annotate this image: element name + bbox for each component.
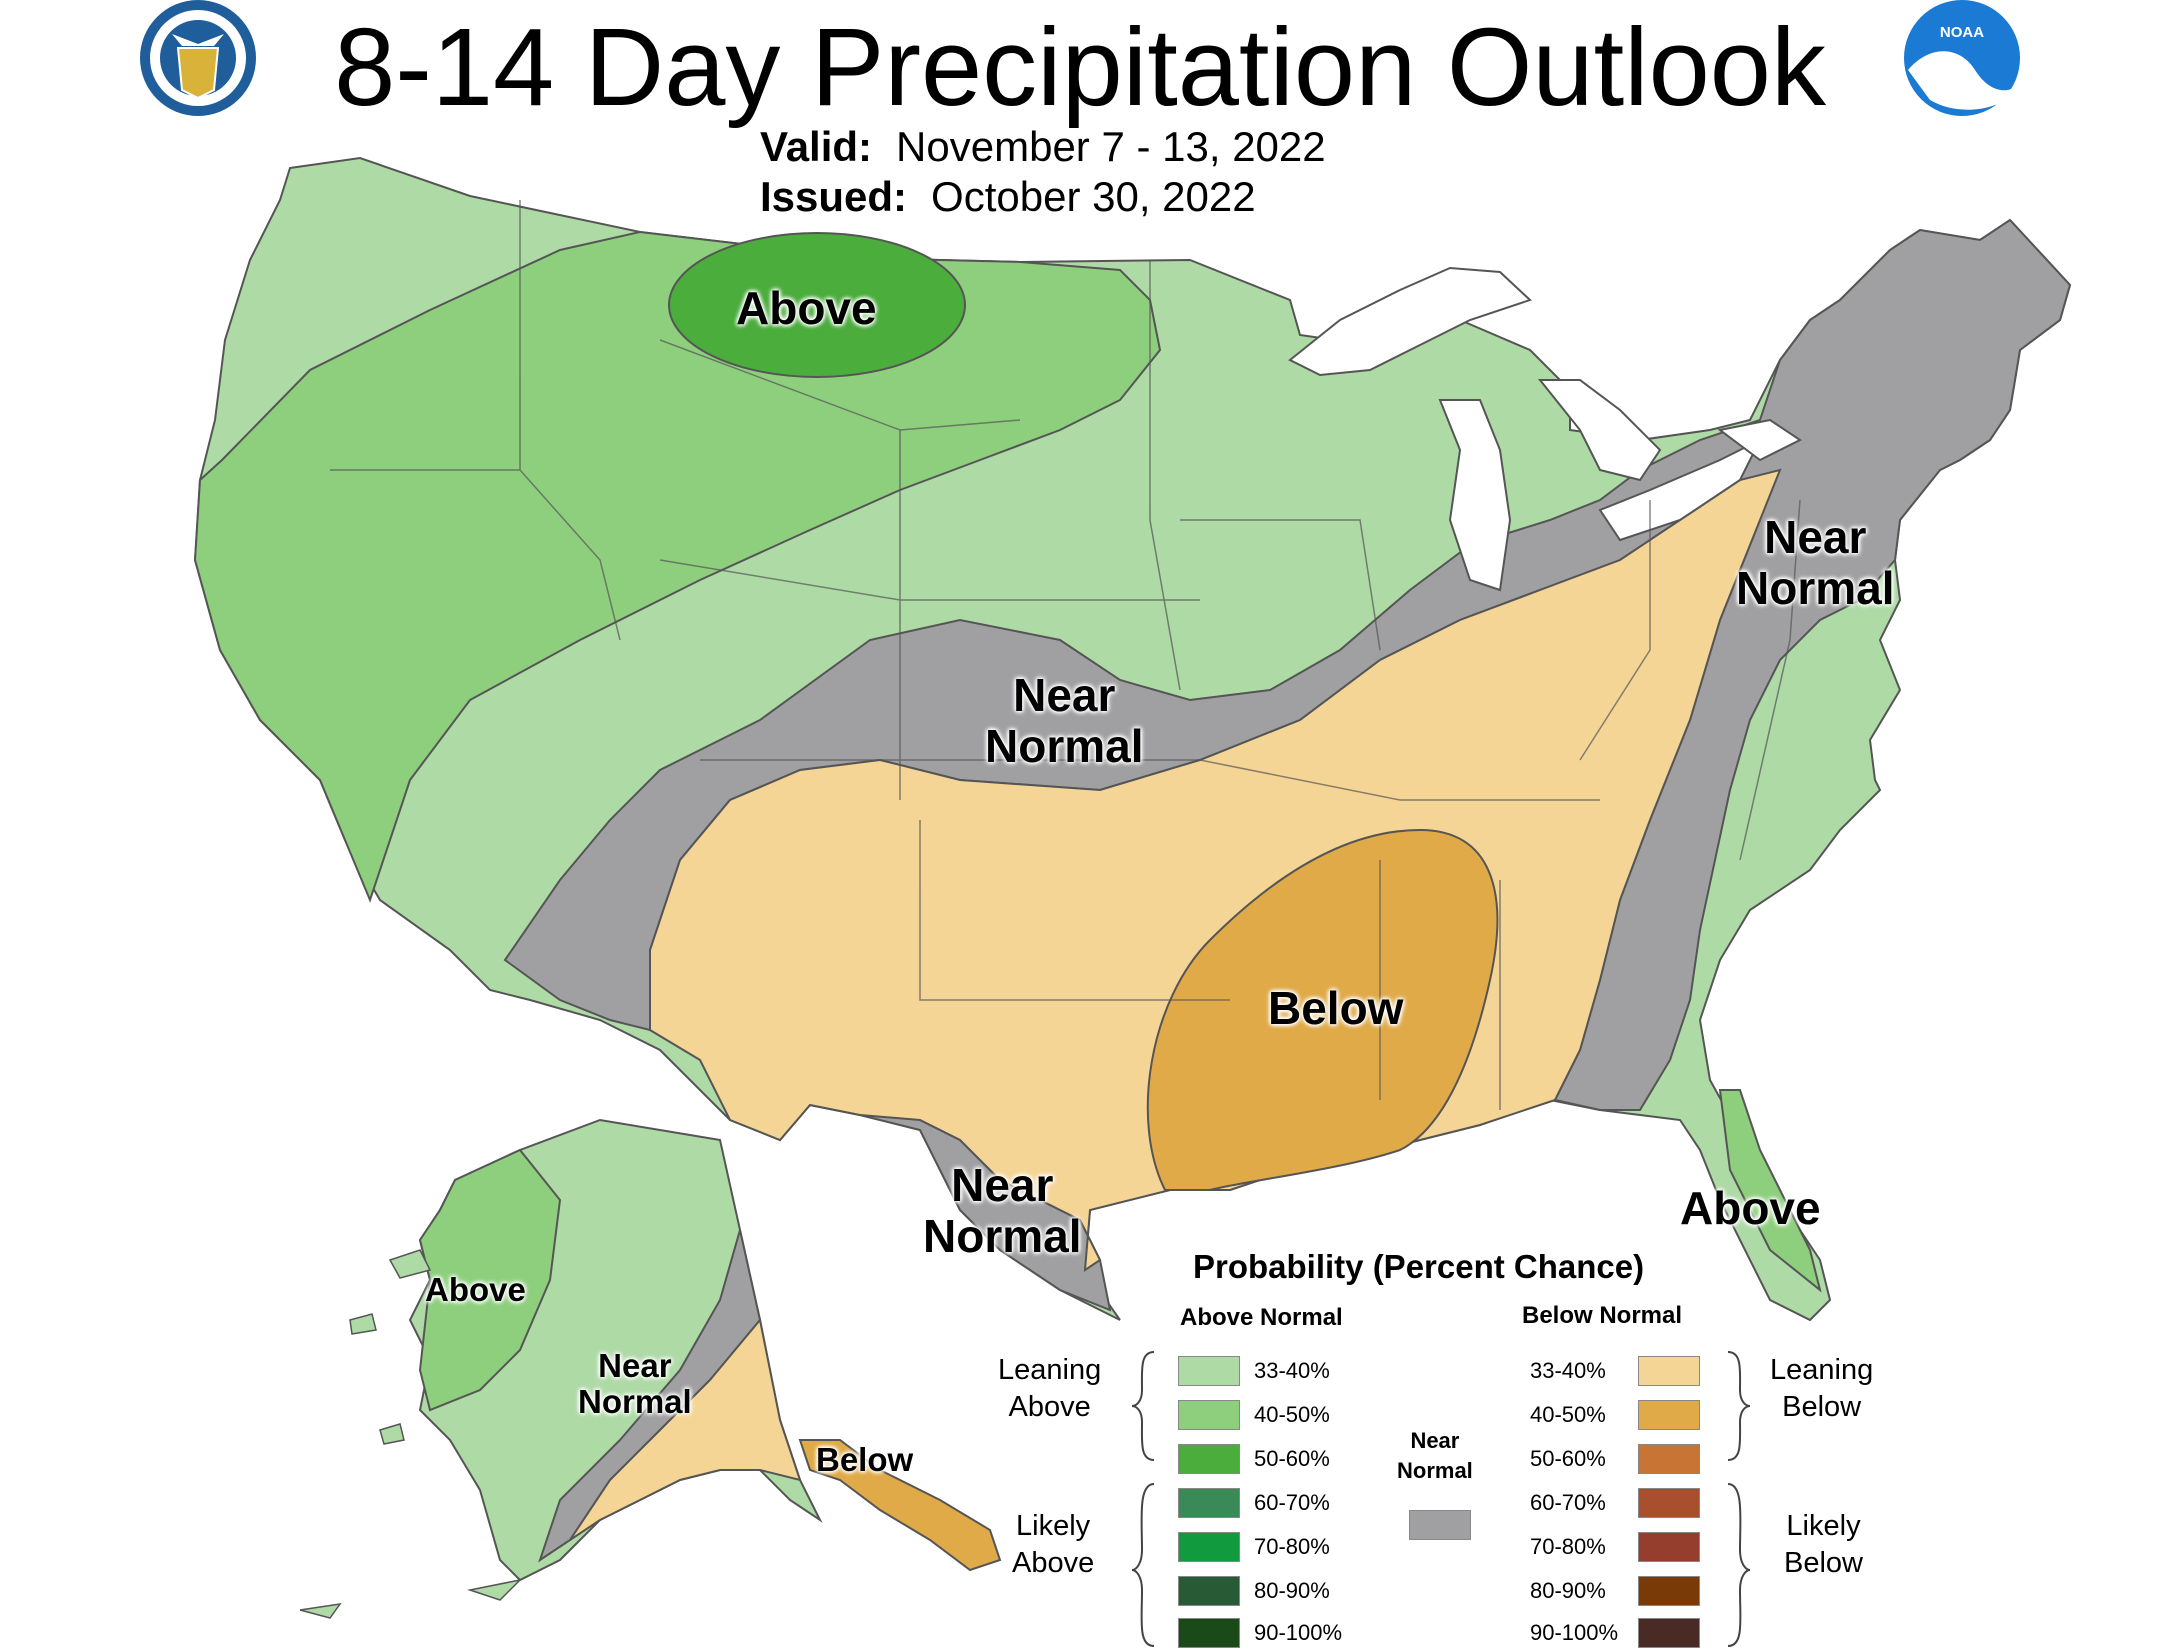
label-below-south: Below: [1268, 983, 1403, 1034]
legend-swatch-below-33-40: [1638, 1356, 1700, 1386]
legend-label-below-50-60: 50-60%: [1530, 1446, 1606, 1471]
legend-likely-below-line2: Below: [1784, 1547, 1863, 1579]
legend-swatch-above-50-60: [1178, 1444, 1240, 1474]
label-near-normal-east-line2: Normal: [1736, 561, 1895, 614]
state-borders: [330, 200, 1801, 1110]
legend-swatch-below-60-70: [1638, 1488, 1700, 1518]
legend-label-below-90-100: 90-100%: [1530, 1620, 1619, 1645]
label-alaska-below-text: Below: [816, 1441, 914, 1478]
legend-braces-above: [1131, 1351, 1155, 1647]
label-below-south-text: Below: [1268, 982, 1404, 1034]
legend-label-below-60-70: 60-70%: [1530, 1490, 1606, 1515]
legend-label-above-50-60: 50-60%: [1254, 1446, 1330, 1471]
legend-label-above-70-80: 70-80%: [1254, 1534, 1330, 1559]
legend-leaning-below-line1: Leaning: [1770, 1354, 1874, 1386]
label-near-normal-texas-line1: Near: [951, 1159, 1054, 1211]
label-near-normal-central: Near Normal: [985, 670, 1143, 771]
alaska-panhandle-below-area: [798, 1439, 1002, 1572]
label-alaska-below: Below: [816, 1441, 914, 1478]
label-alaska-near-normal-line1: Near: [598, 1347, 672, 1384]
alaska-leaning-below-area: [569, 1317, 802, 1541]
legend-swatch-near-normal: [1409, 1510, 1471, 1540]
issued-line: Issued: October 30, 2022: [760, 172, 1256, 222]
legend-label-below-40-50: 40-50%: [1530, 1402, 1606, 1427]
legend-likely-above-line1: Likely: [1016, 1510, 1091, 1542]
legend-leaning-below-label: Leaning Below: [1770, 1352, 1873, 1426]
legend-label-below-80-90: 80-90%: [1530, 1578, 1606, 1603]
legend-leaning-below-line2: Below: [1782, 1391, 1862, 1423]
legend-swatch-below-40-50: [1638, 1400, 1700, 1430]
alaska-above-40-50-area: [418, 1148, 562, 1412]
alaska-islands: [299, 1249, 523, 1619]
legend-swatch-below-90-100: [1638, 1618, 1700, 1648]
label-near-normal-east-line1: Near: [1764, 511, 1867, 563]
legend-above-heading: Above Normal: [1180, 1304, 1343, 1331]
legend-leaning-above-label: Leaning Above: [998, 1352, 1101, 1426]
label-near-normal-central-line2: Normal: [985, 719, 1144, 772]
great-lakes: [1288, 266, 1802, 592]
florida-above-area: [1718, 1089, 1822, 1293]
legend-likely-below-label: Likely Below: [1784, 1508, 1863, 1582]
conus-leaning-below-area: [649, 468, 1782, 1272]
label-alaska-above: Above: [425, 1271, 526, 1308]
legend-below-heading: Below Normal: [1522, 1302, 1683, 1329]
legend-swatch-above-80-90: [1178, 1576, 1240, 1606]
label-above-florida-text: Above: [1680, 1182, 1821, 1234]
label-above-florida: Above: [1680, 1183, 1821, 1234]
label-above-north-text: Above: [736, 282, 877, 334]
legend-swatch-above-60-70: [1178, 1488, 1240, 1518]
legend-swatch-above-90-100: [1178, 1618, 1240, 1648]
legend-leaning-above-line1: Leaning: [998, 1354, 1102, 1386]
issued-label: Issued:: [760, 173, 908, 220]
legend-title: Probability (Percent Chance): [1193, 1248, 1645, 1285]
legend-swatch-above-33-40: [1178, 1356, 1240, 1386]
noaa-logo-text: NOAA: [1939, 24, 1985, 41]
label-near-normal-texas-line2: Normal: [923, 1209, 1082, 1262]
legend-label-below-33-40: 33-40%: [1530, 1358, 1606, 1383]
legend-swatch-above-40-50: [1178, 1400, 1240, 1430]
label-above-north: Above: [736, 283, 877, 334]
conus-above-50-60-area: [668, 232, 966, 378]
valid-label: Valid:: [760, 123, 873, 170]
legend-label-above-90-100: 90-100%: [1254, 1620, 1343, 1645]
label-alaska-above-text: Above: [425, 1271, 526, 1308]
legend-label-above-60-70: 60-70%: [1254, 1490, 1330, 1515]
legend-swatch-below-70-80: [1638, 1532, 1700, 1562]
legend-label-above-80-90: 80-90%: [1254, 1578, 1330, 1603]
label-alaska-near-normal-line2: Normal: [578, 1383, 692, 1421]
legend-likely-above-line2: Above: [1012, 1547, 1095, 1579]
conus-below-40-50-area: [1146, 828, 1499, 1191]
legend-label-above-33-40: 33-40%: [1254, 1358, 1330, 1383]
page-title: 8-14 Day Precipitation Outlook: [334, 6, 1826, 129]
legend-likely-below-line1: Likely: [1786, 1510, 1861, 1542]
legend-braces-below: [1727, 1351, 1751, 1647]
valid-line: Valid: November 7 - 13, 2022: [760, 122, 1326, 172]
valid-value: November 7 - 13, 2022: [896, 123, 1326, 170]
legend-label-above-40-50: 40-50%: [1254, 1402, 1330, 1427]
legend-label-below-70-80: 70-80%: [1530, 1534, 1606, 1559]
legend-near-normal-line2: Normal: [1397, 1458, 1473, 1483]
label-alaska-near-normal: Near Normal: [578, 1347, 692, 1421]
legend-likely-above-label: Likely Above: [1012, 1508, 1094, 1582]
legend-near-normal-line1: Near: [1410, 1428, 1460, 1453]
label-near-normal-texas: Near Normal: [923, 1160, 1081, 1261]
legend-swatch-above-70-80: [1178, 1532, 1240, 1562]
legend-swatch-below-50-60: [1638, 1444, 1700, 1474]
issued-value: October 30, 2022: [931, 173, 1256, 220]
label-near-normal-central-line1: Near: [1013, 669, 1116, 721]
doc-seal-logo: [140, 0, 256, 116]
label-near-normal-east: Near Normal: [1736, 512, 1894, 613]
legend-swatch-below-80-90: [1638, 1576, 1700, 1606]
noaa-logo: [1904, 0, 2020, 116]
legend-near-normal-label: Near Normal: [1397, 1426, 1473, 1486]
legend-leaning-above-line2: Above: [1008, 1391, 1091, 1423]
